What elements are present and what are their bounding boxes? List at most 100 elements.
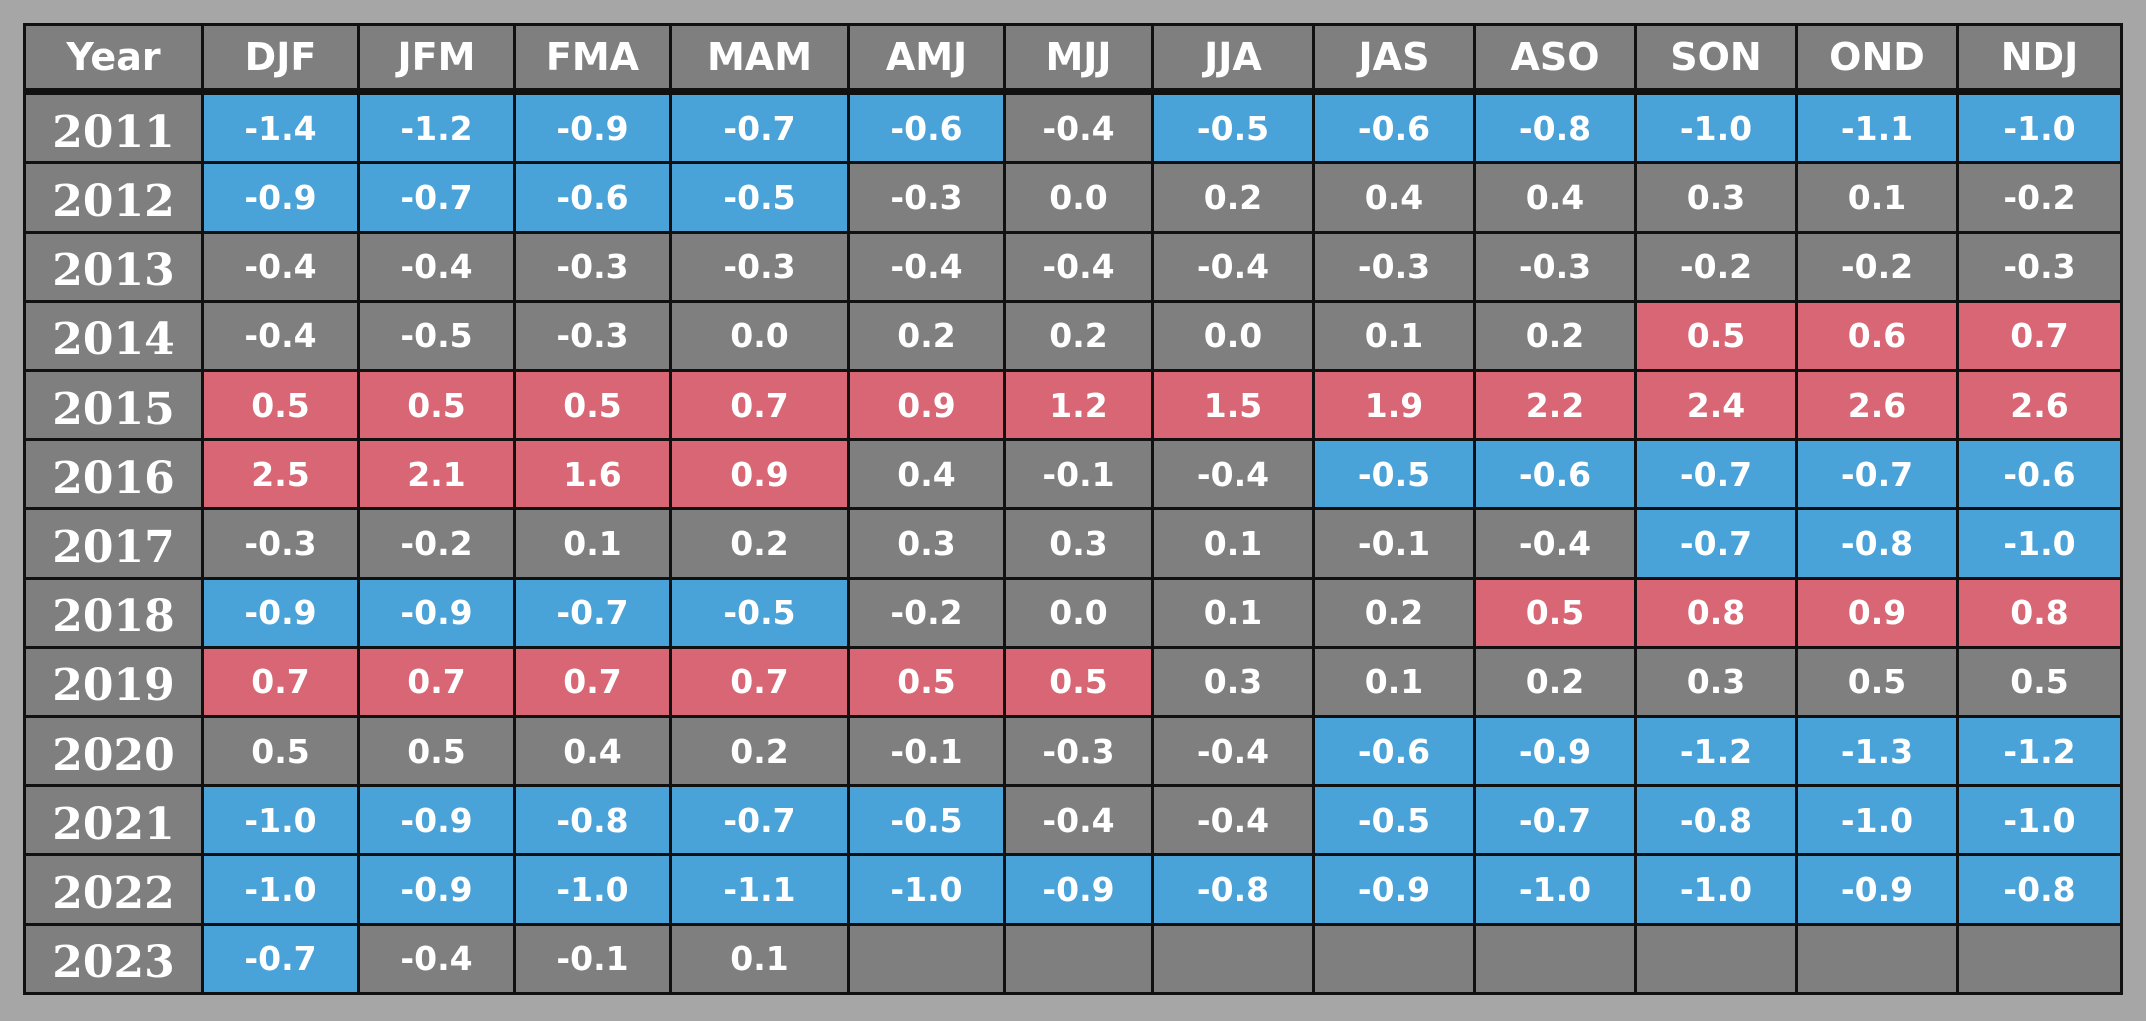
value-cell: 0.1: [1151, 576, 1315, 649]
value-cell: 0.1: [1795, 161, 1959, 234]
value-cell: -0.9: [357, 784, 516, 857]
column-header-fma: FMA: [513, 23, 672, 95]
table-row: 2022 -1.0 -0.9 -1.0 -1.1 -1.0 -0.9 -0.8 -0.9 -1.0…: [23, 853, 2123, 926]
year-label: 2019: [23, 645, 204, 719]
value-cell: -0.3: [669, 230, 850, 303]
value-cell: 0.5: [513, 369, 672, 442]
value-cell: -1.2: [1634, 715, 1798, 788]
value-cell: 0.5: [1473, 576, 1637, 649]
value-cell: 0.6: [1795, 299, 1959, 373]
value-cell: -0.7: [1473, 784, 1637, 857]
table-body: 2011 -1.4 -1.2 -0.9 -0.7 -0.6 -0.4 -0.5 -0.6 -0.8…: [23, 89, 2123, 996]
value-cell: -0.5: [1151, 89, 1315, 165]
column-header-ndj: NDJ: [1956, 23, 2123, 95]
value-cell: -0.9: [513, 89, 672, 165]
value-cell: -0.9: [1473, 715, 1637, 788]
value-cell: -0.4: [1151, 715, 1315, 788]
value-cell: 0.4: [847, 438, 1006, 511]
value-cell: -0.3: [201, 507, 360, 580]
oni-table: Year DJF JFM FMA MAM AMJ MJJ JJA JAS ASO SON OND NDJ…: [23, 23, 2123, 996]
value-cell: [1473, 922, 1637, 996]
value-cell: 0.7: [669, 645, 850, 719]
value-cell: -0.3: [513, 230, 672, 303]
value-cell: 1.2: [1003, 369, 1154, 442]
year-label: 2013: [23, 230, 204, 303]
column-header-aso: ASO: [1473, 23, 1637, 95]
value-cell: -0.1: [513, 922, 672, 996]
value-cell: 0.3: [1634, 645, 1798, 719]
value-cell: 0.3: [1634, 161, 1798, 234]
value-cell: 0.9: [847, 369, 1006, 442]
value-cell: -0.4: [1151, 230, 1315, 303]
value-cell: 0.4: [1312, 161, 1476, 234]
year-label: 2014: [23, 299, 204, 373]
value-cell: -1.0: [1956, 89, 2123, 165]
value-cell: 0.1: [1312, 299, 1476, 373]
value-cell: 0.4: [513, 715, 672, 788]
column-header-jfm: JFM: [357, 23, 516, 95]
value-cell: -1.0: [1956, 507, 2123, 580]
value-cell: 0.1: [513, 507, 672, 580]
value-cell: -1.0: [1634, 89, 1798, 165]
value-cell: 2.1: [357, 438, 516, 511]
value-cell: -0.2: [1634, 230, 1798, 303]
value-cell: -0.8: [1473, 89, 1637, 165]
value-cell: 0.2: [847, 299, 1006, 373]
value-cell: -0.2: [847, 576, 1006, 649]
year-label: 2022: [23, 853, 204, 926]
value-cell: -1.2: [357, 89, 516, 165]
year-label: 2017: [23, 507, 204, 580]
value-cell: 0.8: [1956, 576, 2123, 649]
value-cell: 1.6: [513, 438, 672, 511]
column-header-amj: AMJ: [847, 23, 1006, 95]
value-cell: -1.0: [201, 853, 360, 926]
table-row: 2013 -0.4 -0.4 -0.3 -0.3 -0.4 -0.4 -0.4 -0.3 -0.3…: [23, 230, 2123, 303]
table-row: 2011 -1.4 -1.2 -0.9 -0.7 -0.6 -0.4 -0.5 -0.6 -0.8…: [23, 89, 2123, 165]
value-cell: 0.7: [357, 645, 516, 719]
value-cell: -0.8: [513, 784, 672, 857]
value-cell: 0.3: [1151, 645, 1315, 719]
value-cell: 0.7: [201, 645, 360, 719]
value-cell: -0.1: [1312, 507, 1476, 580]
column-header-jas: JAS: [1312, 23, 1476, 95]
value-cell: 0.3: [1003, 507, 1154, 580]
value-cell: -0.9: [357, 576, 516, 649]
value-cell: 0.0: [1003, 161, 1154, 234]
value-cell: 0.5: [1003, 645, 1154, 719]
column-header-year: Year: [23, 23, 204, 95]
value-cell: 2.6: [1956, 369, 2123, 442]
value-cell: -0.4: [1003, 89, 1154, 165]
value-cell: -0.3: [1473, 230, 1637, 303]
table-row: 2021 -1.0 -0.9 -0.8 -0.7 -0.5 -0.4 -0.4 -0.5 -0.7…: [23, 784, 2123, 857]
value-cell: -1.1: [1795, 89, 1959, 165]
value-cell: -1.0: [513, 853, 672, 926]
value-cell: -0.6: [1473, 438, 1637, 511]
value-cell: -0.9: [1003, 853, 1154, 926]
value-cell: -0.7: [669, 784, 850, 857]
value-cell: -0.4: [1473, 507, 1637, 580]
header-row: Year DJF JFM FMA MAM AMJ MJJ JJA JAS ASO SON OND NDJ: [23, 23, 2123, 95]
value-cell: 0.5: [357, 715, 516, 788]
year-label: 2021: [23, 784, 204, 857]
value-cell: 1.5: [1151, 369, 1315, 442]
value-cell: -0.7: [1795, 438, 1959, 511]
value-cell: -0.2: [357, 507, 516, 580]
value-cell: 2.2: [1473, 369, 1637, 442]
value-cell: 0.2: [669, 507, 850, 580]
value-cell: 0.3: [847, 507, 1006, 580]
value-cell: -0.3: [1956, 230, 2123, 303]
value-cell: 0.7: [669, 369, 850, 442]
value-cell: 0.5: [1634, 299, 1798, 373]
value-cell: [1003, 922, 1154, 996]
value-cell: -1.2: [1956, 715, 2123, 788]
value-cell: 0.5: [1795, 645, 1959, 719]
value-cell: -0.7: [1634, 507, 1798, 580]
value-cell: [1956, 922, 2123, 996]
value-cell: 2.4: [1634, 369, 1798, 442]
table-header: Year DJF JFM FMA MAM AMJ MJJ JJA JAS ASO SON OND NDJ: [23, 23, 2123, 95]
value-cell: -0.4: [847, 230, 1006, 303]
year-label: 2011: [23, 89, 204, 165]
table-row: 2016 2.5 2.1 1.6 0.9 0.4 -0.1 -0.4 -0.5 -0.6 -0.7-…: [23, 438, 2123, 511]
value-cell: -0.6: [1956, 438, 2123, 511]
value-cell: 1.9: [1312, 369, 1476, 442]
